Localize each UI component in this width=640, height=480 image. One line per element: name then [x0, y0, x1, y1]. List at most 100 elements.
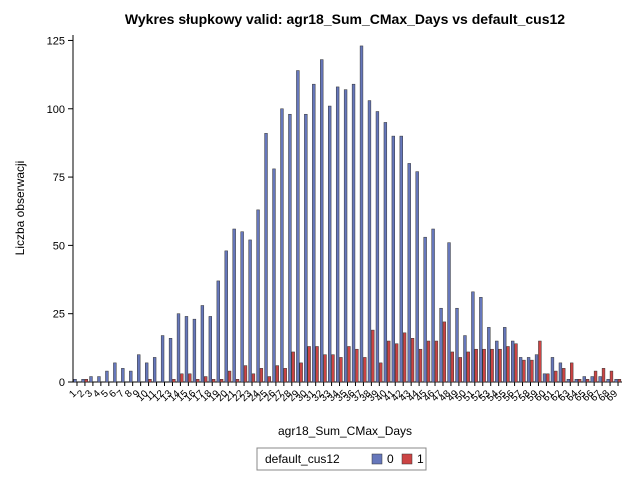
bar — [227, 370, 232, 383]
bar — [487, 327, 491, 383]
bar — [137, 354, 141, 383]
bar — [339, 357, 343, 383]
bar — [291, 351, 295, 383]
bar — [240, 231, 244, 383]
bar — [256, 209, 260, 383]
bar — [387, 340, 391, 383]
bar — [315, 346, 319, 383]
y-tick-label: 100 — [47, 104, 65, 116]
x-axis-label: agr18_Sum_CMax_Days — [278, 424, 412, 438]
bar — [585, 379, 590, 383]
bar — [375, 111, 380, 383]
bar — [534, 354, 539, 383]
bar — [359, 45, 364, 383]
bar — [328, 105, 332, 383]
bar — [426, 340, 431, 383]
legend-label: 0 — [387, 452, 394, 466]
bar — [235, 379, 240, 383]
bar — [601, 368, 606, 383]
bar — [184, 316, 189, 383]
bar — [606, 379, 610, 383]
bar — [180, 373, 184, 383]
bar — [176, 313, 181, 383]
y-tick-label: 50 — [53, 240, 65, 252]
bar — [272, 168, 276, 383]
bar — [347, 346, 351, 383]
bar — [418, 348, 423, 383]
bar — [577, 379, 582, 383]
legend-box — [256, 447, 427, 471]
bar — [582, 376, 586, 383]
bar — [129, 370, 133, 383]
bar — [288, 113, 292, 383]
bar — [614, 379, 618, 383]
bar — [434, 340, 439, 383]
bar — [335, 86, 340, 383]
bar — [168, 338, 173, 383]
bar — [280, 108, 284, 383]
bar — [466, 351, 470, 383]
bar — [450, 351, 455, 383]
bar — [458, 357, 462, 383]
bar — [121, 368, 125, 383]
bar — [204, 376, 208, 383]
bar — [550, 357, 555, 383]
bar — [97, 376, 101, 383]
bar — [442, 321, 447, 383]
bar — [192, 318, 197, 383]
bar — [514, 343, 518, 383]
bar — [474, 348, 478, 383]
bar — [224, 250, 228, 383]
bar — [73, 379, 77, 383]
bar — [593, 370, 598, 383]
chart-title: Wykres słupkowy valid: agr18_Sum_CMax_Da… — [125, 11, 565, 27]
y-tick-label: 75 — [53, 172, 65, 184]
bar — [455, 307, 459, 383]
bar — [498, 348, 502, 383]
bar — [566, 379, 571, 383]
bar — [323, 354, 327, 383]
bar — [81, 379, 85, 383]
bar — [320, 59, 324, 383]
bar — [542, 373, 547, 383]
bar — [363, 357, 367, 383]
bar — [84, 379, 89, 383]
bar — [410, 338, 415, 383]
bar — [407, 163, 411, 383]
bar — [299, 362, 303, 383]
bar — [558, 362, 563, 383]
bar — [89, 376, 93, 383]
bar — [208, 316, 212, 383]
bar — [343, 89, 348, 383]
bar — [471, 291, 475, 383]
bar — [479, 297, 483, 383]
bar — [522, 359, 526, 383]
bar — [251, 373, 256, 383]
bar — [232, 228, 236, 383]
bar — [275, 365, 279, 383]
bar — [562, 368, 566, 383]
bar — [518, 357, 523, 383]
bar — [172, 379, 176, 383]
bar — [463, 335, 467, 383]
bar — [506, 346, 510, 383]
bar — [248, 239, 252, 383]
bar — [482, 348, 486, 383]
bar — [423, 236, 427, 383]
bar — [391, 135, 395, 383]
bar — [200, 305, 205, 383]
bar — [113, 362, 117, 383]
legend-swatch — [371, 453, 383, 465]
legend-label: 1 — [417, 452, 424, 466]
bar — [447, 242, 451, 383]
bar — [355, 348, 359, 383]
bar — [590, 376, 594, 383]
bar — [371, 329, 375, 383]
bar — [312, 83, 316, 383]
bar — [145, 362, 149, 383]
bar — [379, 362, 383, 383]
y-axis-label: Liczba obserwacji — [13, 161, 27, 256]
bar — [331, 354, 335, 383]
bar — [283, 368, 287, 383]
bar — [546, 373, 550, 383]
